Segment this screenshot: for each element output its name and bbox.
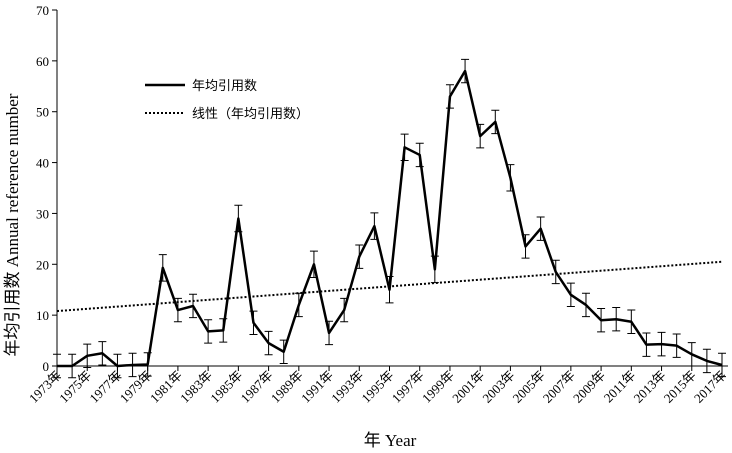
x-tick-label: 2003年 (479, 368, 517, 406)
x-tick-label: 2011年 (601, 368, 639, 406)
x-tick-label: 1987年 (238, 368, 276, 406)
x-tick-label: 2017年 (691, 368, 729, 406)
y-tick-label: 40 (36, 156, 49, 171)
x-tick-label: 2001年 (449, 368, 487, 406)
data-line (57, 69, 723, 368)
y-tick-label: 0 (43, 359, 50, 374)
error-bar (718, 352, 726, 378)
y-tick-label: 50 (36, 105, 49, 120)
y-tick-label: 30 (36, 206, 49, 221)
x-tick-label: 1997年 (389, 368, 427, 406)
x-tick-label: 2009年 (570, 368, 608, 406)
x-tick-label: 2005年 (510, 368, 548, 406)
x-tick-label: 2015年 (661, 368, 699, 406)
legend-label: 年均引用数 (192, 78, 257, 93)
y-tick-label: 20 (36, 257, 49, 272)
y-tick-label: 10 (36, 308, 49, 323)
x-tick-label: 1995年 (358, 368, 396, 406)
x-tick-label: 1993年 (328, 368, 366, 406)
x-tick-label: 1991年 (298, 368, 336, 406)
x-tick-label: 1985年 (207, 368, 245, 406)
x-tick-label: 1989年 (268, 368, 306, 406)
x-tick-label: 2007年 (540, 368, 578, 406)
x-tick-label: 1977年 (86, 368, 124, 406)
y-axis-label: 年均引用数 Annual reference number (3, 93, 22, 356)
x-axis-label: 年 Year (364, 431, 417, 450)
x-tick-label: 1983年 (177, 368, 215, 406)
y-tick-label: 70 (36, 3, 49, 18)
legend-label: 线性（年均引用数） (192, 106, 309, 121)
x-tick-label: 1975年 (56, 368, 94, 406)
x-tick-label: 1999年 (419, 368, 457, 406)
x-tick-label: 1979年 (117, 368, 155, 406)
x-tick-label: 2013年 (630, 368, 668, 406)
y-tick-label: 60 (36, 54, 49, 69)
x-tick-label: 1981年 (147, 368, 185, 406)
